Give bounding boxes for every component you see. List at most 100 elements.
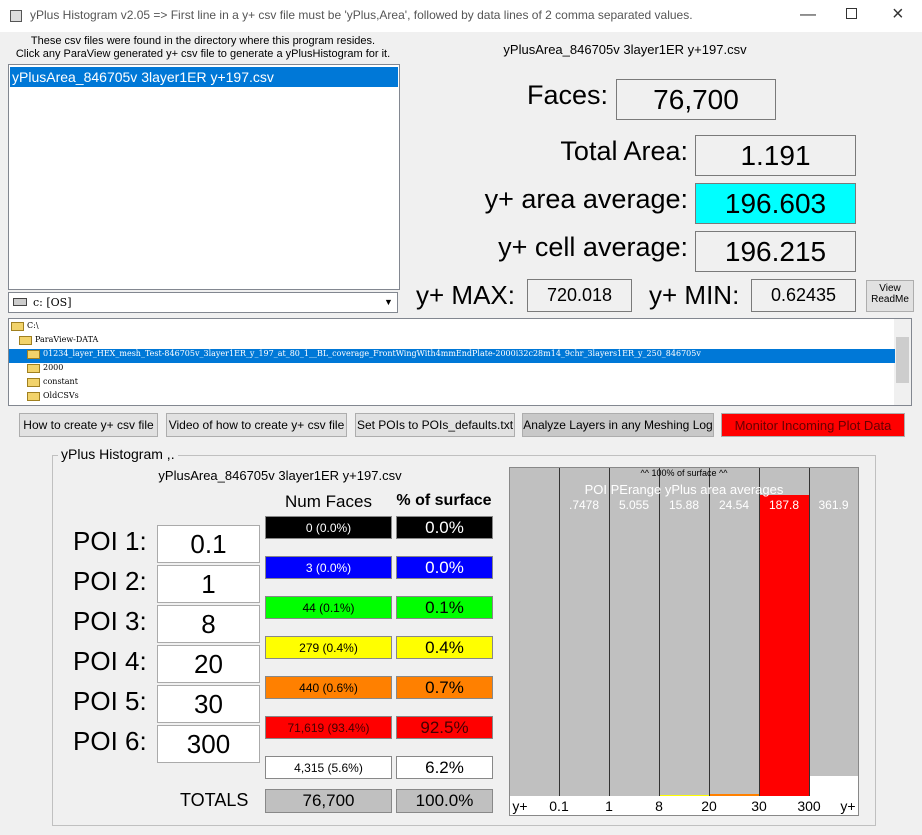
faces-cell: 440 (0.6%) bbox=[265, 676, 392, 699]
min-label: y+ MIN: bbox=[649, 280, 739, 311]
tree-text: constant bbox=[43, 377, 78, 386]
button[interactable]: Video of how to create y+ csv file bbox=[166, 413, 347, 437]
x-label: y+ bbox=[828, 798, 859, 814]
folder-icon bbox=[27, 392, 40, 401]
directory-tree[interactable]: C:\ ParaView-DATA 01234_layer_HEX_mesh_Tes… bbox=[8, 318, 912, 406]
poi-label: POI 4: bbox=[73, 646, 147, 677]
window-title: yPlus Histogram v2.05 => First line in a… bbox=[30, 8, 693, 22]
folder-icon bbox=[27, 378, 40, 387]
col-header: % of surface bbox=[391, 492, 497, 510]
drive-text: c: [OS] bbox=[33, 296, 72, 309]
combo-arrow[interactable]: ▼ bbox=[380, 293, 397, 312]
button[interactable]: Monitor Incoming Plot Data bbox=[721, 413, 905, 437]
poi-value[interactable]: 0.1 bbox=[157, 525, 260, 563]
scrollbar[interactable] bbox=[894, 319, 911, 405]
poi-value[interactable]: 1 bbox=[157, 565, 260, 603]
surface-cell: 0.1% bbox=[396, 596, 493, 619]
file-listbox[interactable]: yPlusArea_846705v 3layer1ER y+197.csv bbox=[8, 64, 400, 290]
x-label: 20 bbox=[689, 798, 729, 814]
surface-cell: 0.7% bbox=[396, 676, 493, 699]
tree-text: C:\ bbox=[27, 321, 39, 330]
maximize-button[interactable] bbox=[846, 8, 857, 19]
area-avg-value: 196.603 bbox=[695, 183, 856, 224]
button[interactable]: How to create y+ csv file bbox=[19, 413, 158, 437]
poi-label: POI 5: bbox=[73, 686, 147, 717]
bin-average: 5.055 bbox=[609, 498, 659, 512]
tree-item[interactable]: OldCSVs bbox=[9, 391, 895, 405]
x-label: 30 bbox=[739, 798, 779, 814]
x-label: y+ bbox=[509, 798, 540, 814]
bin-average: 361.9 bbox=[809, 498, 858, 512]
poi-value[interactable]: 20 bbox=[157, 645, 260, 683]
histogram-file: yPlusArea_846705v 3layer1ER y+197.csv bbox=[130, 468, 430, 483]
bin-average: 187.8 bbox=[759, 498, 809, 512]
folder-icon bbox=[27, 350, 40, 359]
totals-surface: 100.0% bbox=[396, 789, 493, 813]
poi-label: POI 1: bbox=[73, 526, 147, 557]
tree-item-selected[interactable]: 01234_layer_HEX_mesh_Test-846705v_3layer… bbox=[9, 349, 895, 363]
min-value: 0.62435 bbox=[751, 279, 856, 312]
stats-file: yPlusArea_846705v 3layer1ER y+197.csv bbox=[460, 42, 790, 57]
bin-divider bbox=[559, 468, 560, 796]
poi-value[interactable]: 300 bbox=[157, 725, 260, 763]
scroll-thumb[interactable] bbox=[896, 337, 909, 383]
tree-item[interactable]: C:\ bbox=[9, 321, 895, 335]
tree-text: ParaView-DATA bbox=[35, 335, 98, 344]
tree-item[interactable]: ParaView-DATA bbox=[9, 335, 895, 349]
bar bbox=[759, 495, 809, 796]
cell-avg-value: 196.215 bbox=[695, 231, 856, 272]
max-label: y+ MAX: bbox=[416, 280, 515, 311]
bar bbox=[809, 776, 858, 796]
plot-note: ^^ 100% of surface ^^ bbox=[510, 468, 858, 478]
surface-cell: 0.0% bbox=[396, 556, 493, 579]
info-line: Click any ParaView generated y+ csv file… bbox=[0, 48, 406, 60]
faces-value: 76,700 bbox=[616, 79, 776, 120]
x-label: 1 bbox=[589, 798, 629, 814]
readme-line: ReadMe bbox=[867, 294, 913, 305]
tree-text: 01234_layer_HEX_mesh_Test-846705v_3layer… bbox=[43, 349, 701, 358]
bin-divider bbox=[809, 468, 810, 796]
surface-cell: 0.0% bbox=[396, 516, 493, 539]
button[interactable]: Set POIs to POIs_defaults.txt bbox=[355, 413, 515, 437]
app-icon bbox=[10, 10, 22, 22]
minimize-button[interactable]: — bbox=[800, 6, 816, 24]
tree-item[interactable]: 2000 bbox=[9, 363, 895, 377]
close-button[interactable]: × bbox=[892, 3, 904, 26]
col-header: Num Faces bbox=[265, 492, 392, 512]
bin-divider bbox=[709, 468, 710, 796]
faces-cell: 4,315 (5.6%) bbox=[265, 756, 392, 779]
cell-avg-label: y+ cell average: bbox=[498, 232, 688, 263]
tree-item[interactable]: constant bbox=[9, 377, 895, 391]
poi-label: POI 6: bbox=[73, 726, 147, 757]
surface-cell: 6.2% bbox=[396, 756, 493, 779]
file-item[interactable]: yPlusArea_846705v 3layer1ER y+197.csv bbox=[10, 67, 398, 87]
tree-text: 2000 bbox=[43, 363, 63, 372]
x-label: 0.1 bbox=[539, 798, 579, 814]
histogram-plot: ^^ 100% of surface ^^ POI PErange yPlus a… bbox=[509, 467, 859, 816]
folder-icon bbox=[19, 336, 32, 345]
x-label: 8 bbox=[639, 798, 679, 814]
faces-cell: 71,619 (93.4%) bbox=[265, 716, 392, 739]
bin-divider bbox=[659, 468, 660, 796]
bin-average: .7478 bbox=[559, 498, 609, 512]
bin-divider bbox=[609, 468, 610, 796]
poi-value[interactable]: 8 bbox=[157, 605, 260, 643]
drive-combo[interactable]: c: [OS] ▼ bbox=[8, 292, 398, 313]
faces-cell: 0 (0.0%) bbox=[265, 516, 392, 539]
plot-subtitle: POI PErange yPlus area averages bbox=[510, 482, 858, 497]
x-label: 300 bbox=[789, 798, 829, 814]
area-avg-label: y+ area average: bbox=[485, 184, 688, 215]
faces-label: Faces: bbox=[527, 80, 608, 111]
poi-label: POI 2: bbox=[73, 566, 147, 597]
poi-value[interactable]: 30 bbox=[157, 685, 260, 723]
drive-icon bbox=[13, 298, 27, 306]
tree-text: OldCSVs bbox=[43, 391, 79, 400]
readme-button[interactable]: View ReadMe bbox=[866, 280, 914, 312]
max-value: 720.018 bbox=[527, 279, 632, 312]
faces-cell: 279 (0.4%) bbox=[265, 636, 392, 659]
total-area-value: 1.191 bbox=[695, 135, 856, 176]
button[interactable]: Analyze Layers in any Meshing Log bbox=[522, 413, 714, 437]
totals-label: TOTALS bbox=[180, 790, 248, 811]
bin-divider bbox=[759, 468, 760, 796]
